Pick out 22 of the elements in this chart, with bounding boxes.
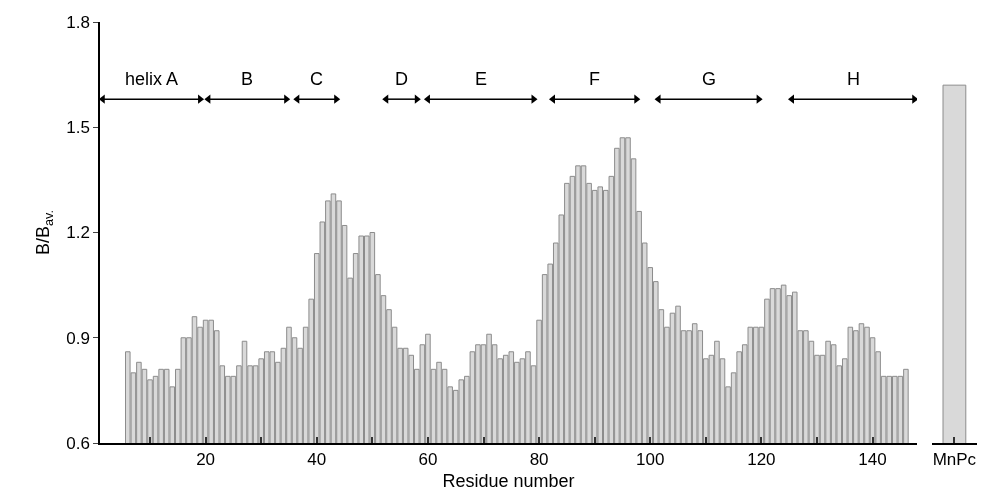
y-tick-label: 1.5 <box>66 118 90 138</box>
series-label: F <box>589 69 600 89</box>
x-axis-title: Residue number <box>442 470 575 491</box>
y-tick-label: 1.8 <box>66 12 90 32</box>
x-tick-label: 80 <box>529 450 549 470</box>
series-label: C <box>310 69 323 89</box>
y-tick-label: 0.6 <box>66 433 90 453</box>
x-tick-label: 140 <box>858 450 887 470</box>
x-tick-label: 100 <box>636 450 665 470</box>
series-label: B <box>241 69 254 89</box>
series-label: helix A <box>125 69 179 89</box>
y-tick-label: 1.2 <box>66 223 90 243</box>
y-tick-label: 0.9 <box>66 328 90 348</box>
x-tick-label: 120 <box>747 450 776 470</box>
series-label: H <box>847 69 860 89</box>
x-tick-label: 40 <box>307 450 327 470</box>
x-tick-label: 60 <box>418 450 438 470</box>
series-label: E <box>475 69 488 89</box>
x-tick-label: MnPc <box>932 450 977 470</box>
series-label: G <box>702 69 717 89</box>
x-tick-label: 20 <box>196 450 216 470</box>
series-label: D <box>395 69 408 89</box>
